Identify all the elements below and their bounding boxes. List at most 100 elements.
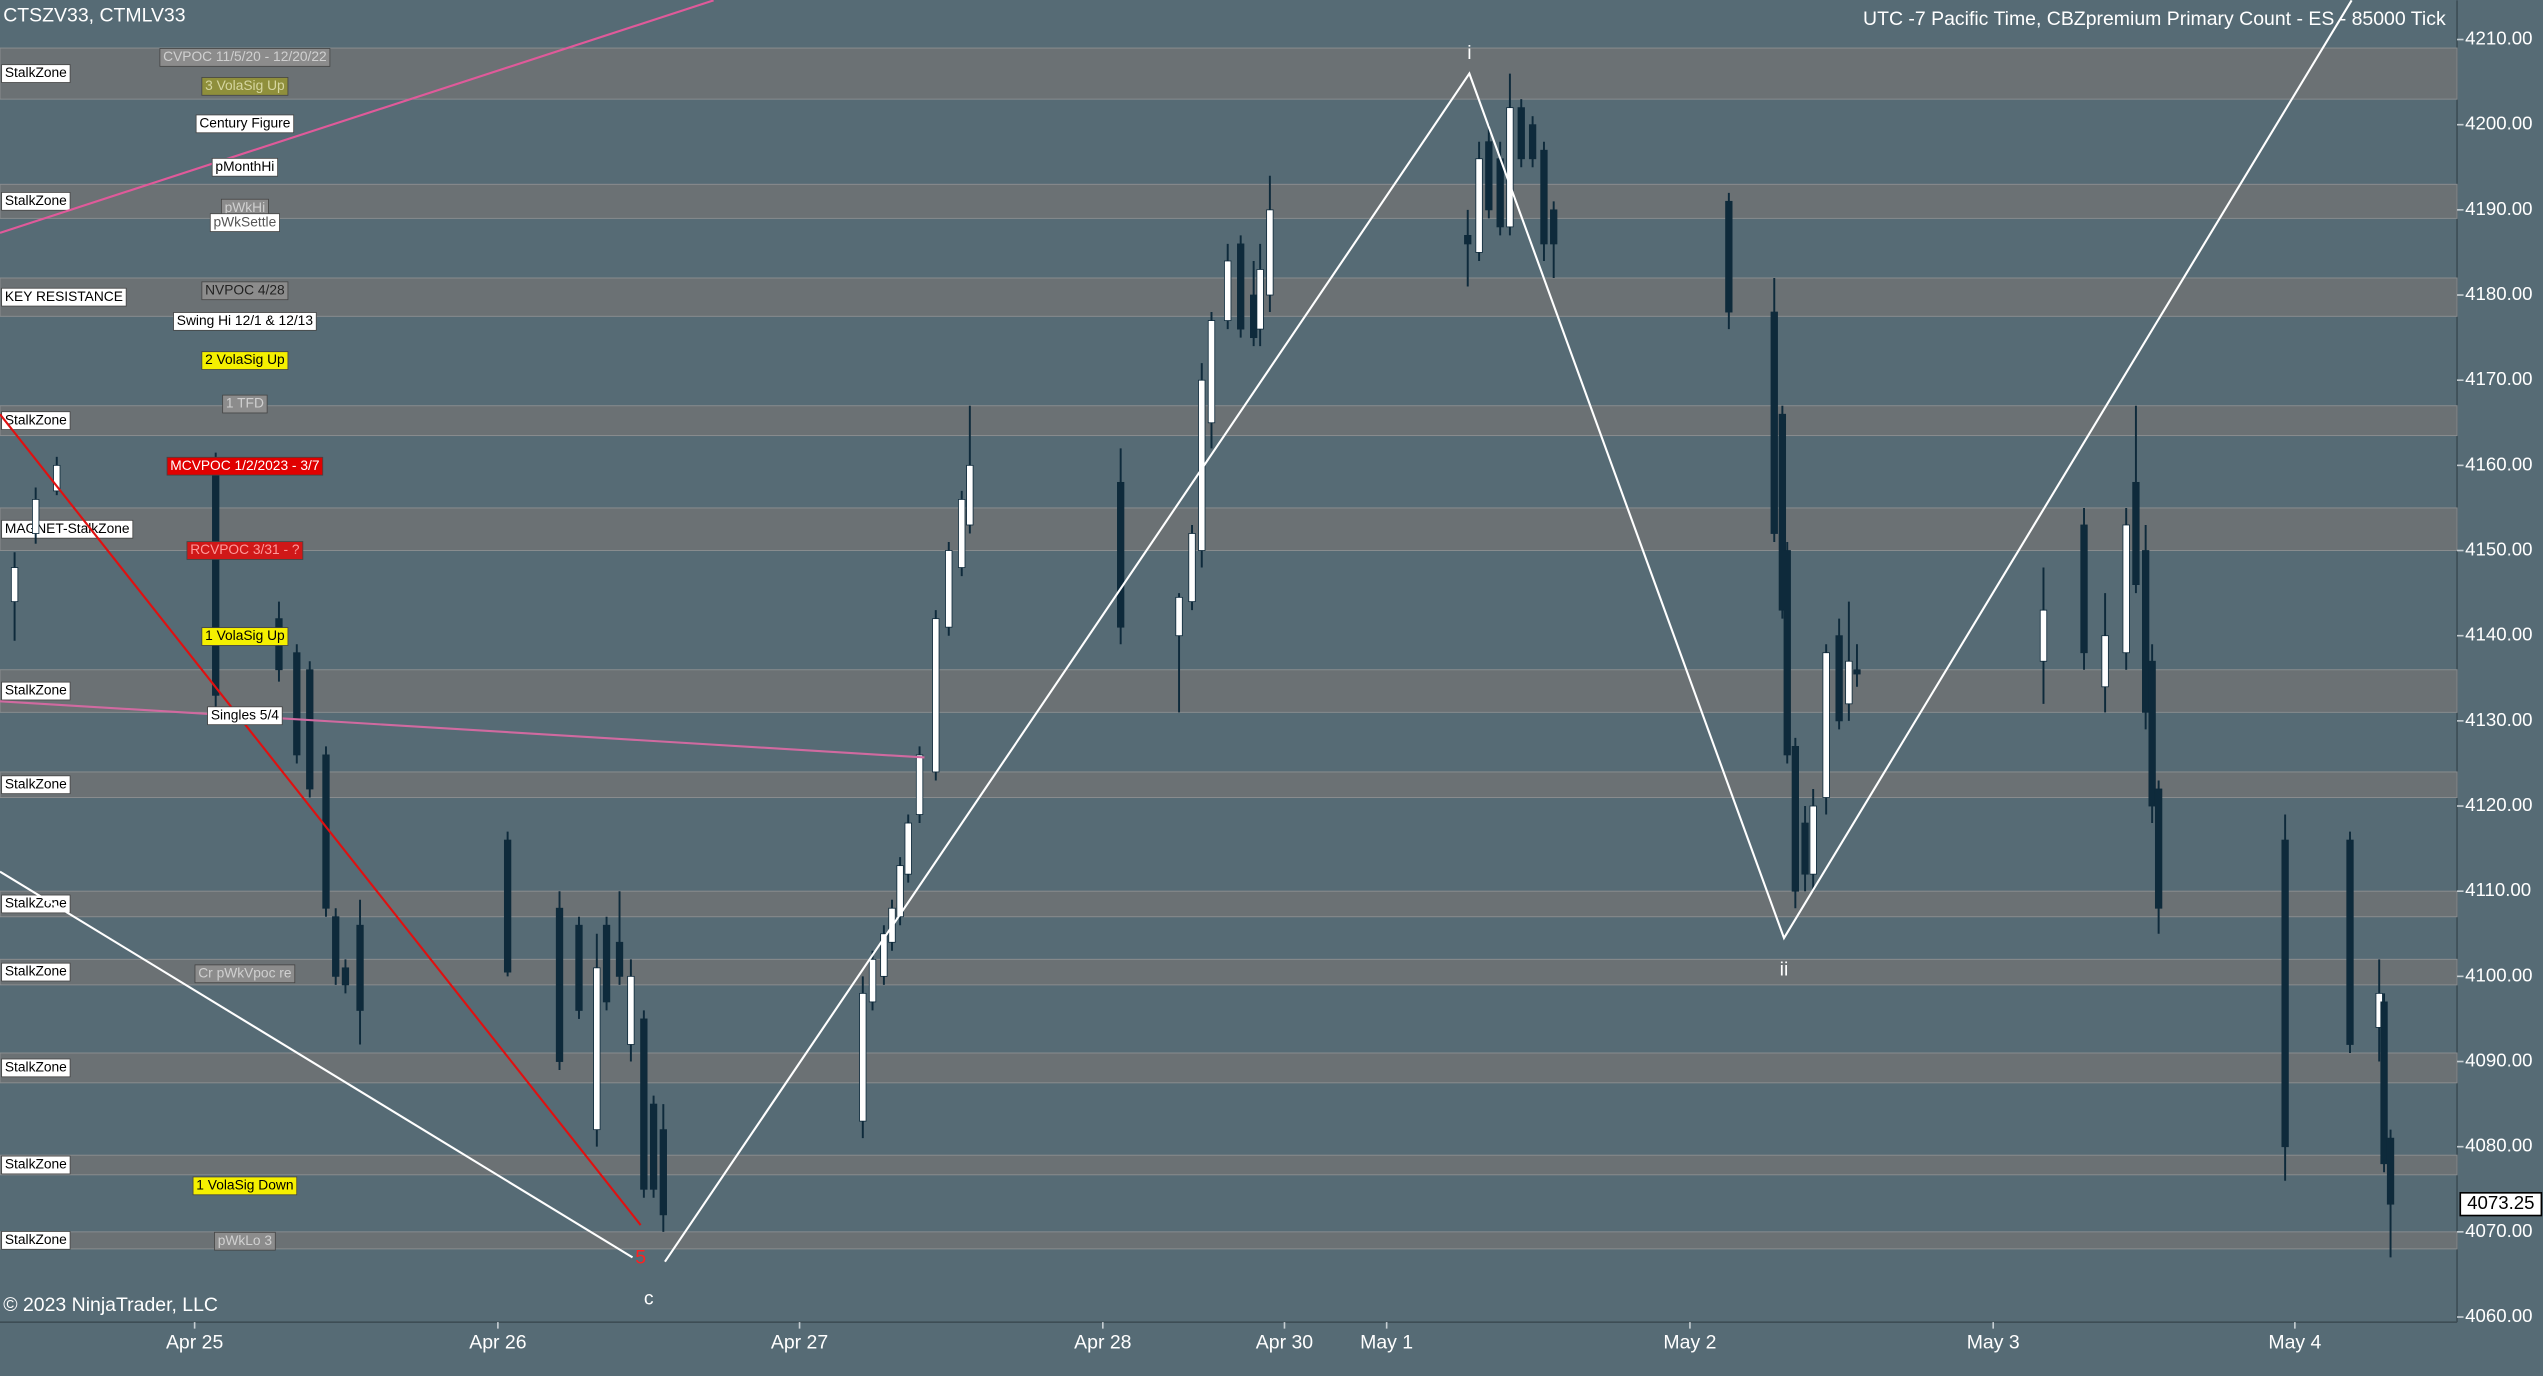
annotation: pMonthHi — [215, 159, 274, 174]
annotation: Century Figure — [199, 115, 290, 130]
zone-label-box — [1, 1155, 71, 1175]
candle-body — [659, 1129, 667, 1216]
x-tick-label: May 4 — [2268, 1331, 2321, 1353]
trend-line — [0, 413, 642, 1226]
annotation: CVPOC 11/5/20 - 12/20/22 — [163, 49, 327, 64]
annotation-group: 1 VolaSig Up — [201, 627, 289, 646]
zone-label-group: StalkZone — [1, 192, 71, 211]
candle-body — [2101, 635, 2109, 688]
candle-body — [2148, 660, 2156, 807]
candle-body — [53, 464, 61, 492]
annotation-box — [207, 706, 283, 726]
trend-line — [0, 700, 925, 759]
candle-body — [293, 652, 301, 756]
zone-label: StalkZone — [5, 683, 67, 698]
candle-body — [1506, 107, 1514, 228]
annotation-box — [211, 157, 279, 177]
copyright: © 2023 NinjaTrader, LLC — [3, 1294, 218, 1316]
candle-body — [1853, 669, 1861, 675]
annotation-group: Century Figure — [195, 114, 295, 134]
y-tick-label: 4130.00 — [2465, 709, 2532, 730]
y-tick-label: 4200.00 — [2465, 113, 2532, 134]
zone-label-box — [1, 64, 71, 83]
zone-label-group: StalkZone — [1, 962, 71, 982]
x-tick-label: May 3 — [1967, 1331, 2020, 1353]
y-tick-label: 4140.00 — [2465, 624, 2532, 645]
annotation-group: 1 VolaSig Down — [192, 1176, 298, 1196]
last-price-label: 4073.25 — [2467, 1192, 2534, 1213]
y-tick-label: 4170.00 — [2465, 368, 2532, 389]
last-price-box — [2459, 1192, 2543, 1217]
zones: StalkZone StalkZone KEY RESISTANCE StalkZon… — [0, 47, 2458, 1250]
annotation-box — [201, 281, 289, 301]
y-tick-label: 4210.00 — [2465, 27, 2532, 48]
zone-label-group: StalkZone — [1, 1155, 71, 1175]
zone — [0, 183, 2458, 219]
chart-subtitle: UTC -7 Pacific Time, CBZpremium Primary … — [1863, 8, 2446, 30]
zone-label-group: KEY RESISTANCE — [1, 287, 127, 307]
annotation: 1 VolaSig Up — [205, 628, 285, 643]
zone — [0, 771, 2458, 798]
annotation-group: pWkLo 3 — [214, 1231, 276, 1251]
y-tick-label: 4150.00 — [2465, 538, 2532, 559]
annotation: 3 VolaSig Up — [205, 78, 285, 93]
annotation-group: Swing Hi 12/1 & 12/13 — [173, 312, 317, 331]
annotation-box — [194, 964, 296, 984]
candle-body — [1207, 320, 1216, 424]
candle-body — [306, 669, 314, 790]
annotation-group: NVPOC 4/28 — [201, 281, 289, 301]
candle-body — [1845, 660, 1853, 705]
candle-body — [966, 464, 974, 526]
candle-body — [1496, 158, 1504, 228]
candle-body — [1770, 311, 1778, 534]
annotation-group: MCVPOC 1/2/2023 - 3/7 — [166, 456, 324, 476]
zone — [0, 669, 2458, 713]
annotation-box — [192, 1176, 298, 1196]
candle-body — [2142, 550, 2150, 713]
candle-body — [932, 618, 940, 773]
candle-body — [356, 924, 364, 1011]
zone-label-box — [1, 775, 71, 795]
annotation: 1 TFD — [226, 396, 264, 411]
candle-body — [1801, 822, 1809, 875]
zone — [0, 958, 2458, 986]
candle-body — [1475, 158, 1483, 253]
candle-body — [640, 1018, 648, 1190]
annotation-box — [201, 77, 289, 96]
zone-label-box — [1, 681, 71, 701]
zone-label-box — [1, 287, 127, 307]
candle-body — [1266, 209, 1274, 296]
candle-body — [1464, 235, 1472, 245]
candle-body — [904, 822, 912, 875]
y-tick-label: 4190.00 — [2465, 198, 2532, 219]
candle-body — [1175, 596, 1183, 637]
candle-body — [1256, 269, 1264, 330]
zone-label-group: StalkZone — [1, 1231, 71, 1250]
annotation-box — [166, 456, 324, 476]
zone-label: StalkZone — [5, 65, 67, 80]
candle-body — [1725, 200, 1733, 313]
candle-body — [2080, 524, 2088, 654]
annotation-group: pMonthHi — [211, 157, 279, 177]
zone — [0, 890, 2458, 918]
annotation-group: Singles 5/4 — [207, 706, 283, 726]
y-tick-label: 4100.00 — [2465, 964, 2532, 985]
candle-body — [1224, 260, 1232, 321]
candle-body — [1540, 149, 1548, 245]
candle-body — [332, 916, 340, 977]
annotation-box — [201, 627, 289, 646]
zone-label: StalkZone — [5, 1157, 67, 1172]
candle-body — [1783, 550, 1791, 756]
annotation: RCVPOC 3/31 - ? — [190, 542, 300, 557]
candle-body — [1237, 243, 1245, 330]
trend-line — [0, 0, 714, 234]
candle-body — [896, 865, 904, 918]
candle-body — [868, 958, 877, 1003]
annotation: pWkHi — [225, 200, 266, 215]
y-tick-label: 4070.00 — [2465, 1220, 2532, 1241]
zone-label: StalkZone — [5, 193, 67, 208]
candle-body — [2132, 481, 2140, 585]
candle-body — [503, 839, 512, 973]
